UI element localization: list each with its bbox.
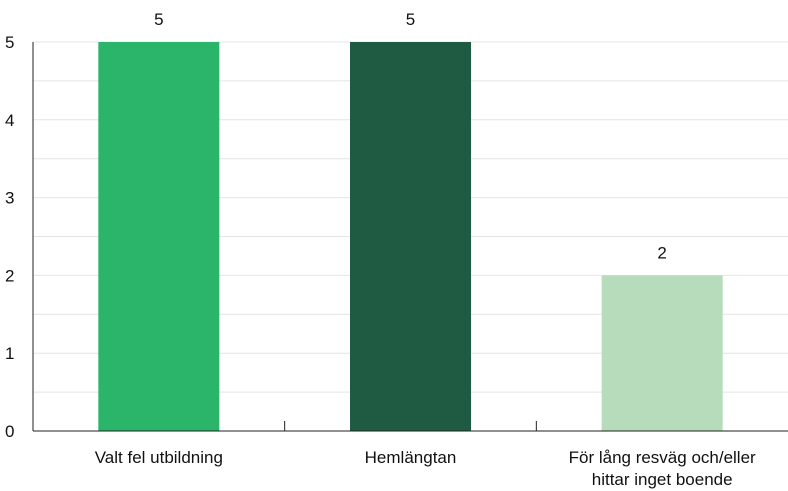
bar xyxy=(601,275,723,431)
x-tick-label: För lång resväg och/eller xyxy=(569,448,756,467)
y-axis: 0 1 2 3 4 5 xyxy=(5,33,34,441)
data-label: 5 xyxy=(406,10,415,29)
x-tick-label: Hemlängtan xyxy=(365,448,457,467)
y-tick-label: 0 xyxy=(5,422,14,441)
bar xyxy=(98,42,220,431)
bars: 5 5 2 xyxy=(98,10,723,431)
x-axis: Valt fel utbildning Hemlängtan För lång re… xyxy=(33,421,788,489)
y-tick-label: 4 xyxy=(5,111,14,130)
x-tick-label: Valt fel utbildning xyxy=(95,448,223,467)
data-label: 2 xyxy=(657,243,666,262)
y-tick-label: 3 xyxy=(5,189,14,208)
bar xyxy=(350,42,471,431)
y-tick-label: 5 xyxy=(5,33,14,52)
y-tick-label: 2 xyxy=(5,266,14,285)
data-label: 5 xyxy=(154,10,163,29)
x-tick-label: hittar inget boende xyxy=(592,470,733,489)
y-tick-label: 1 xyxy=(5,344,14,363)
